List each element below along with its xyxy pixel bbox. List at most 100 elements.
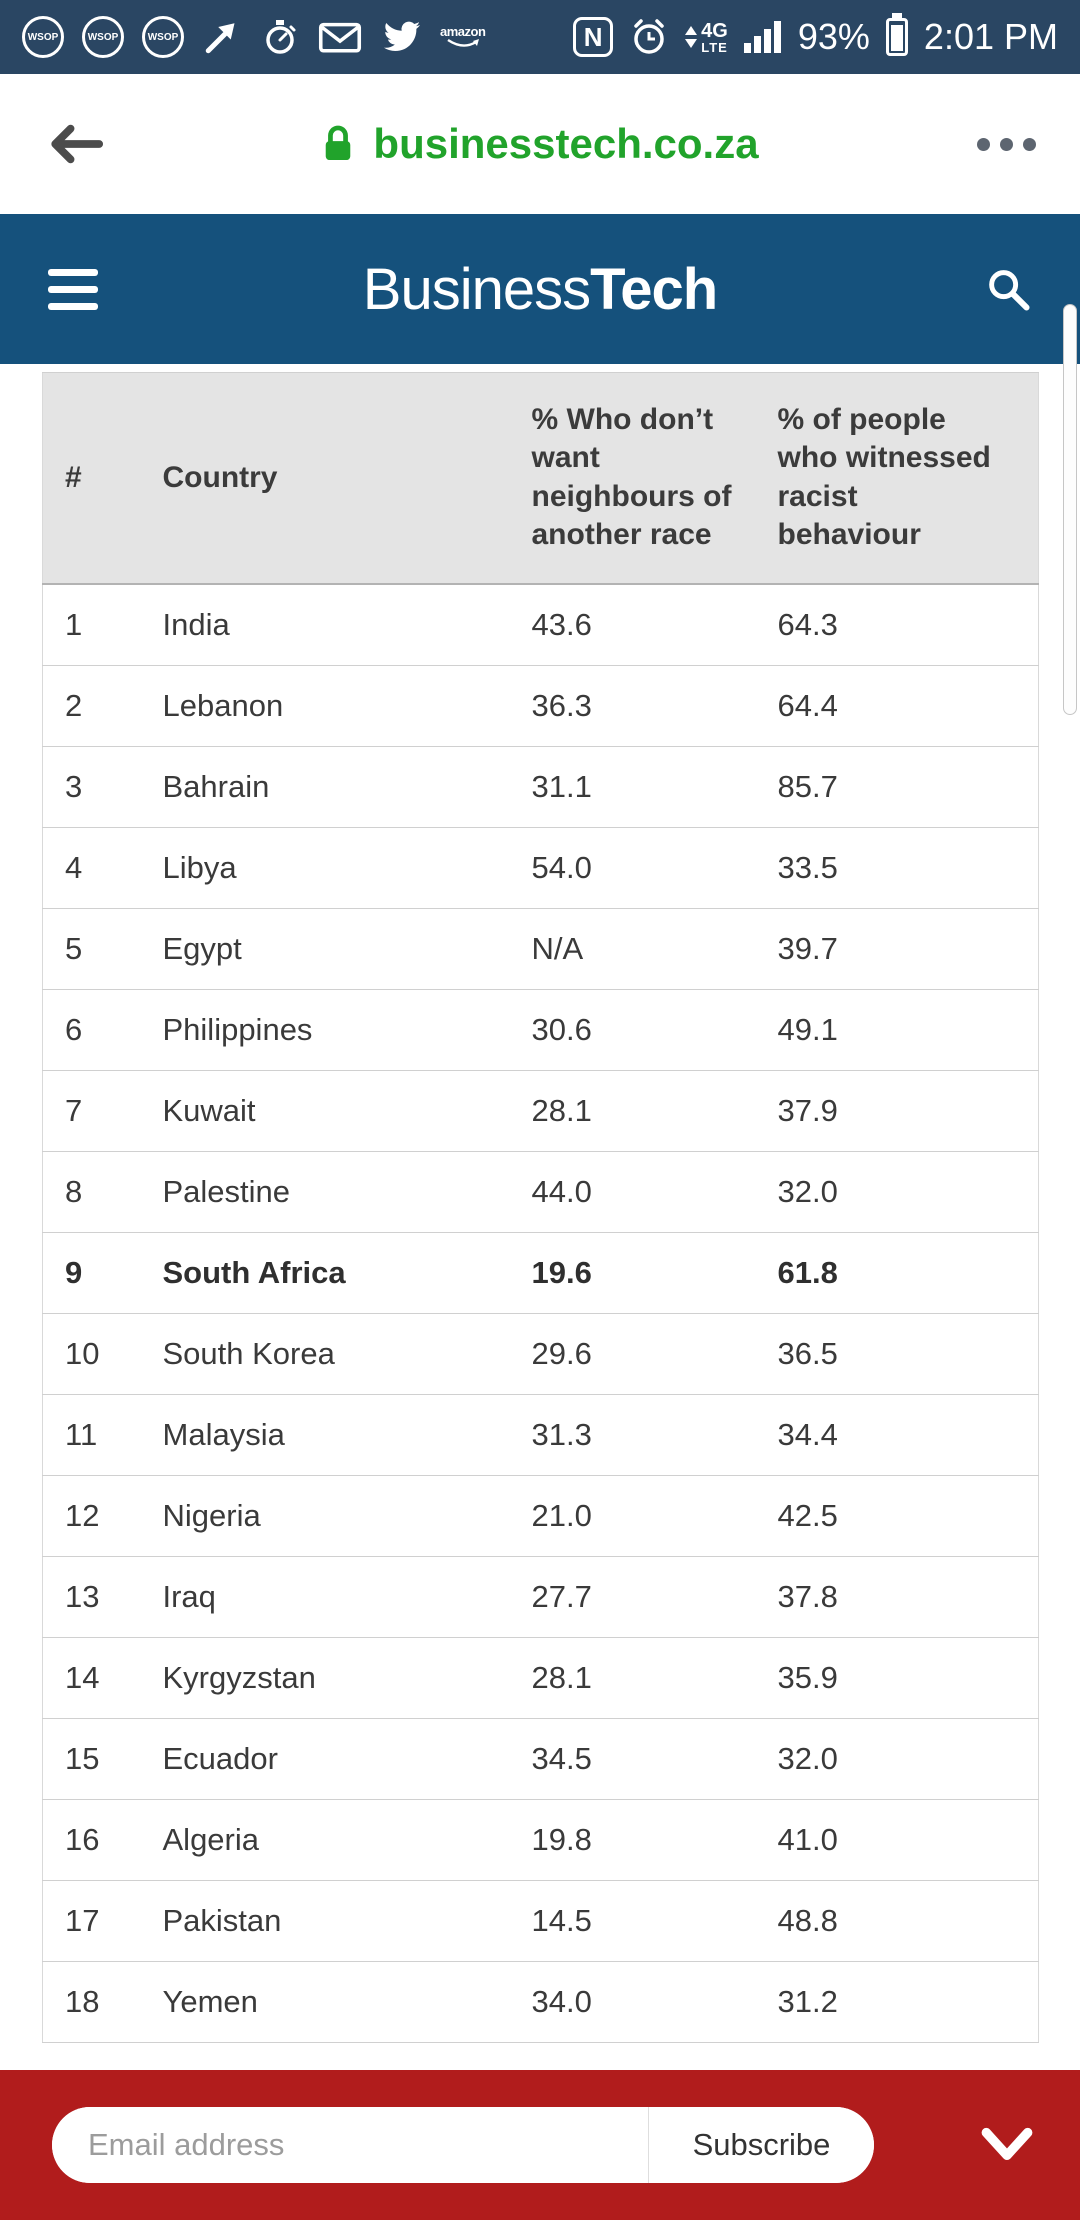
cell-witnessed: 31.2 bbox=[777, 1961, 1039, 2043]
back-button[interactable] bbox=[44, 122, 124, 166]
cell-witnessed: 37.9 bbox=[777, 1070, 1039, 1152]
cell-witnessed: 37.8 bbox=[777, 1556, 1039, 1638]
cell-rank: 14 bbox=[42, 1637, 161, 1719]
cell-country: Libya bbox=[160, 827, 532, 909]
table-row: 17 Pakistan 14.5 48.8 bbox=[42, 1880, 1039, 1962]
wsop-notification-icon: WSOP bbox=[22, 16, 64, 58]
cell-witnessed: 48.8 bbox=[777, 1880, 1039, 1962]
cell-country: Pakistan bbox=[160, 1880, 532, 1962]
cell-witnessed: 33.5 bbox=[777, 827, 1039, 909]
cell-country: Malaysia bbox=[160, 1394, 532, 1476]
wsop-label: WSOP bbox=[147, 31, 179, 43]
cell-rank: 12 bbox=[42, 1475, 161, 1557]
table-row: 18 Yemen 34.0 31.2 bbox=[42, 1961, 1039, 2043]
data-activity-icon bbox=[685, 26, 698, 48]
table-row: 8 Palestine 44.0 32.0 bbox=[42, 1151, 1039, 1233]
cell-neighbours: 31.1 bbox=[531, 746, 778, 828]
url-text: businesstech.co.za bbox=[373, 120, 759, 167]
cell-country: Kyrgyzstan bbox=[160, 1637, 532, 1719]
cell-neighbours: 36.3 bbox=[531, 665, 778, 747]
cell-country: Egypt bbox=[160, 908, 532, 990]
menu-dot bbox=[1023, 137, 1036, 151]
nfc-label: N bbox=[583, 21, 603, 52]
share-icon bbox=[202, 17, 242, 57]
cell-witnessed: 36.5 bbox=[777, 1313, 1039, 1395]
site-header: BusinessTech bbox=[0, 214, 1080, 364]
search-button[interactable] bbox=[980, 265, 1032, 313]
network-type-icon: 4G LTE bbox=[685, 21, 728, 54]
wsop-notification-icon: WSOP bbox=[142, 16, 184, 58]
table-row: 4 Libya 54.0 33.5 bbox=[42, 827, 1039, 909]
cell-rank: 18 bbox=[42, 1961, 161, 2043]
cell-neighbours: 30.6 bbox=[531, 989, 778, 1071]
browser-bar: businesstech.co.za bbox=[0, 74, 1080, 214]
cell-rank: 16 bbox=[42, 1799, 161, 1881]
cell-rank: 10 bbox=[42, 1313, 161, 1395]
cell-witnessed: 39.7 bbox=[777, 908, 1039, 990]
wsop-notification-icon: WSOP bbox=[82, 16, 124, 58]
site-logo-bold: Tech bbox=[590, 256, 718, 322]
cell-country: South Korea bbox=[160, 1313, 532, 1395]
cell-neighbours: 28.1 bbox=[531, 1070, 778, 1152]
battery-icon bbox=[885, 13, 908, 56]
clock-text: 2:01 PM bbox=[923, 16, 1058, 57]
collapse-bar-button[interactable] bbox=[978, 2124, 1036, 2166]
wsop-label: WSOP bbox=[87, 31, 119, 43]
cell-witnessed: 34.4 bbox=[777, 1394, 1039, 1476]
notification-icons: WSOP WSOP WSOP amazon bbox=[22, 16, 486, 58]
cell-witnessed: 64.3 bbox=[777, 583, 1039, 666]
cell-neighbours: 29.6 bbox=[531, 1313, 778, 1395]
newsletter-pill: Subscribe bbox=[52, 2107, 874, 2183]
cell-witnessed: 85.7 bbox=[777, 746, 1039, 828]
network-type-top: 4G bbox=[701, 19, 728, 42]
cell-rank: 8 bbox=[42, 1151, 161, 1233]
cell-neighbours: 19.8 bbox=[531, 1799, 778, 1881]
header-witnessed: % of people who witnessed racist behavio… bbox=[777, 371, 1039, 585]
cell-witnessed: 61.8 bbox=[777, 1232, 1039, 1314]
table-row: 13 Iraq 27.7 37.8 bbox=[42, 1556, 1039, 1638]
status-bar: WSOP WSOP WSOP amazon N bbox=[0, 0, 1080, 74]
header-country: Country bbox=[160, 371, 532, 585]
amazon-label: amazon bbox=[440, 23, 486, 39]
site-logo-regular: Business bbox=[362, 256, 591, 322]
cell-rank: 13 bbox=[42, 1556, 161, 1638]
cell-country: South Africa bbox=[160, 1232, 532, 1314]
cell-neighbours: 14.5 bbox=[531, 1880, 778, 1962]
cell-rank: 2 bbox=[42, 665, 161, 747]
table-row: 15 Ecuador 34.5 32.0 bbox=[42, 1718, 1039, 1800]
cell-witnessed: 49.1 bbox=[777, 989, 1039, 1071]
hamburger-bar bbox=[48, 302, 98, 310]
cell-rank: 3 bbox=[42, 746, 161, 828]
browser-menu-button[interactable] bbox=[956, 137, 1036, 151]
cell-rank: 7 bbox=[42, 1070, 161, 1152]
header-neighbours: % Who don’t want neighbours of another r… bbox=[531, 371, 778, 585]
subscribe-button[interactable]: Subscribe bbox=[648, 2107, 874, 2183]
menu-dot bbox=[977, 137, 990, 151]
scrollbar-thumb[interactable] bbox=[1063, 304, 1077, 715]
url-bar[interactable]: businesstech.co.za bbox=[124, 120, 956, 168]
table-row: 12 Nigeria 21.0 42.5 bbox=[42, 1475, 1039, 1557]
cell-witnessed: 64.4 bbox=[777, 665, 1039, 747]
cell-neighbours: 34.0 bbox=[531, 1961, 778, 2043]
table-row: 2 Lebanon 36.3 64.4 bbox=[42, 665, 1039, 747]
battery-percent-text: 93% bbox=[797, 16, 870, 57]
cell-neighbours: 19.6 bbox=[531, 1232, 778, 1314]
table-header-row: # Country % Who don’t want neighbours of… bbox=[42, 371, 1039, 585]
cell-country: Philippines bbox=[160, 989, 532, 1071]
table-row: 14 Kyrgyzstan 28.1 35.9 bbox=[42, 1637, 1039, 1719]
cell-country: Palestine bbox=[160, 1151, 532, 1233]
network-type-bottom: LTE bbox=[701, 39, 728, 55]
hamburger-bar bbox=[48, 268, 98, 276]
cell-witnessed: 35.9 bbox=[777, 1637, 1039, 1719]
table-row: 3 Bahrain 31.1 85.7 bbox=[42, 746, 1039, 828]
cell-country: Kuwait bbox=[160, 1070, 532, 1152]
cell-country: India bbox=[160, 583, 532, 666]
site-logo: BusinessTech bbox=[100, 256, 980, 323]
cell-country: Iraq bbox=[160, 1556, 532, 1638]
email-input[interactable] bbox=[52, 2107, 648, 2183]
cell-rank: 5 bbox=[42, 908, 161, 990]
cell-country: Nigeria bbox=[160, 1475, 532, 1557]
table-row: 11 Malaysia 31.3 34.4 bbox=[42, 1394, 1039, 1476]
hamburger-menu-button[interactable] bbox=[48, 268, 100, 310]
timer-icon bbox=[260, 17, 300, 57]
